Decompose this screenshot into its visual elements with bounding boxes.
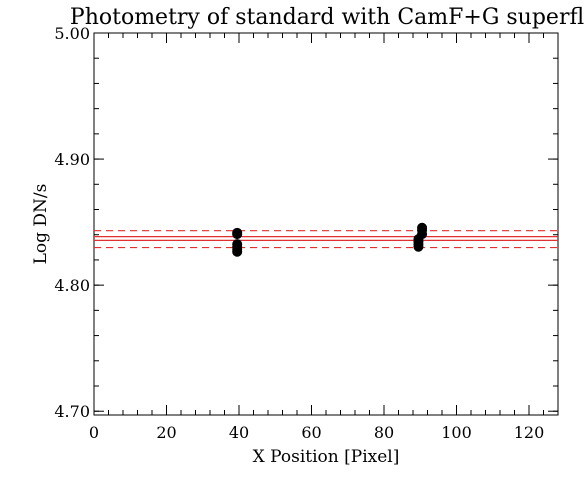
data-point <box>413 241 424 252</box>
x-tick-label: 20 <box>156 423 176 442</box>
x-tick-label: 0 <box>89 423 99 442</box>
y-tick-label: 4.70 <box>54 402 90 421</box>
y-tick-label: 5.00 <box>54 24 90 43</box>
chart-title: Photometry of standard with CamF+G super… <box>70 5 585 30</box>
reference-lines <box>94 230 558 249</box>
y-axis-label: Log DN/s <box>31 184 51 265</box>
x-tick-label: 120 <box>514 423 545 442</box>
x-axis-label: X Position [Pixel] <box>253 447 400 467</box>
x-tick-label: 100 <box>441 423 472 442</box>
x-tick-label: 80 <box>374 423 394 442</box>
data-point <box>417 229 428 240</box>
x-tick-label: 40 <box>229 423 249 442</box>
data-point <box>232 246 243 257</box>
y-tick-label: 4.80 <box>54 276 90 295</box>
data-point <box>232 229 243 240</box>
data-points <box>232 222 428 257</box>
y-tick-label: 4.90 <box>54 150 90 169</box>
plot-frame <box>93 32 559 416</box>
x-tick-label: 60 <box>301 423 321 442</box>
axis-ticks: 0 20 40 60 80 100 120 4.70 4.80 4.90 5.00 <box>54 24 559 442</box>
